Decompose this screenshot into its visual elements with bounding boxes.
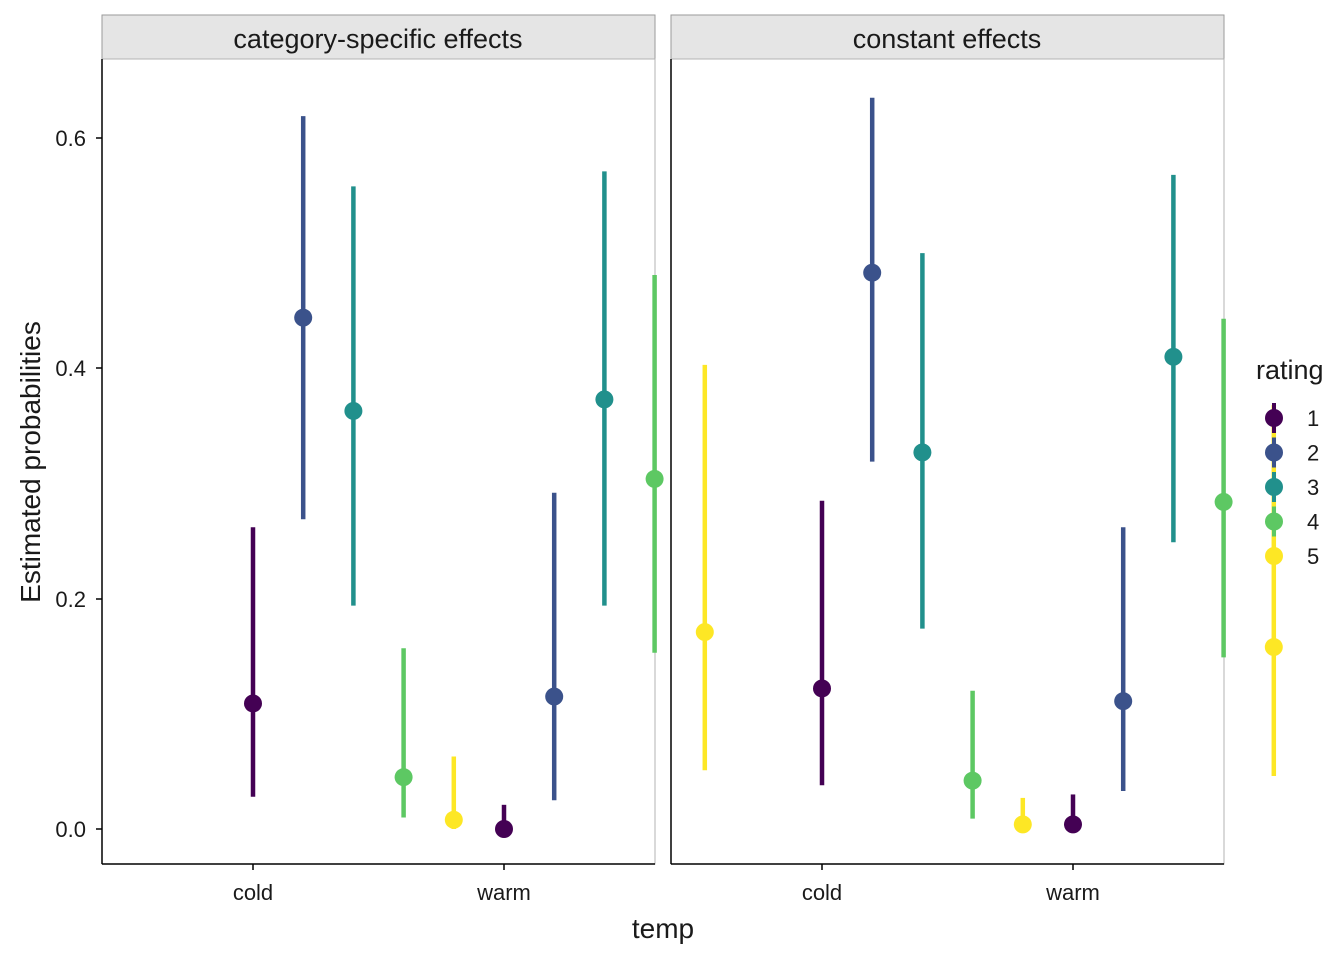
estimate-point — [444, 810, 463, 829]
pointrange-2-warm-rating-4 — [1214, 318, 1233, 658]
estimate-point — [1264, 638, 1283, 657]
estimate-point — [645, 469, 664, 488]
data-marks — [244, 97, 1283, 838]
legend-key-point — [1265, 478, 1283, 496]
pointrange-1-cold-rating-3 — [344, 186, 363, 606]
pointrange-2-cold-rating-2 — [863, 97, 882, 462]
y-tick-label-0: 0.0 — [55, 817, 86, 842]
legend-label-1: 1 — [1307, 406, 1319, 431]
pointrange-2-cold-rating-4 — [963, 690, 982, 819]
panel-1 — [101, 58, 656, 865]
pointrange-1-cold-rating-4 — [394, 648, 413, 818]
pointrange-1-warm-rating-3 — [595, 171, 614, 606]
legend-label-3: 3 — [1307, 475, 1319, 500]
pointrange-1-warm-rating-5 — [695, 364, 714, 771]
x-axis-title: temp — [632, 913, 694, 944]
estimate-point — [1064, 815, 1082, 834]
legend-label-4: 4 — [1307, 510, 1319, 535]
legend-key-2: 2 — [1265, 437, 1319, 468]
pointrange-1-warm-rating-4 — [645, 275, 664, 653]
pointrange-2-cold-rating-5 — [1013, 797, 1032, 834]
legend-key-point — [1265, 512, 1283, 531]
x-tick-label-1-warm: warm — [476, 880, 531, 905]
legend-key-point — [1265, 409, 1283, 427]
pointrange-1-cold-rating-2 — [294, 116, 313, 520]
y-tick-label-2: 0.4 — [55, 356, 86, 381]
pointrange-1-warm-rating-2 — [545, 492, 564, 801]
panel-2 — [670, 58, 1225, 865]
estimate-point — [1114, 692, 1133, 711]
pointrange-2-warm-rating-1 — [1064, 794, 1082, 834]
facet-strip-2: constant effects — [670, 14, 1225, 60]
legend-label-5: 5 — [1307, 544, 1319, 569]
estimate-point — [863, 263, 882, 282]
estimate-point — [1164, 347, 1183, 366]
estimate-point — [1013, 815, 1032, 834]
estimate-point — [913, 443, 932, 462]
pointrange-2-warm-rating-3 — [1164, 174, 1183, 543]
x-tick-label-1-cold: cold — [233, 880, 273, 905]
pointrange-1-warm-rating-1 — [495, 804, 513, 838]
estimate-point — [813, 679, 831, 698]
estimate-point — [394, 768, 413, 787]
pointrange-1-cold-rating-1 — [244, 527, 262, 797]
legend-label-2: 2 — [1307, 441, 1319, 466]
y-tick-label-3: 0.6 — [55, 126, 86, 151]
legend-key-4: 4 — [1265, 506, 1319, 537]
estimate-point — [545, 687, 564, 706]
y-tick-label-1: 0.2 — [55, 587, 86, 612]
y-axis-title: Estimated probabilities — [15, 321, 46, 603]
facet-title-2: constant effects — [853, 24, 1042, 54]
estimate-point — [294, 308, 313, 327]
pointrange-2-cold-rating-1 — [813, 500, 831, 786]
x-tick-label-2-cold: cold — [802, 880, 842, 905]
pointrange-2-cold-rating-3 — [913, 253, 932, 629]
estimate-point — [1214, 492, 1233, 511]
legend-key-5: 5 — [1265, 541, 1319, 571]
legend-key-1: 1 — [1265, 403, 1319, 433]
estimate-point — [495, 820, 513, 838]
facet-strip-1: category-specific effects — [101, 14, 656, 60]
legend-key-point — [1265, 443, 1283, 462]
legend-keys: 1 2 3 4 5 — [1265, 403, 1319, 571]
x-tick-label-2-warm: warm — [1045, 880, 1100, 905]
estimate-point — [595, 390, 614, 409]
pointrange-1-cold-rating-5 — [444, 756, 463, 829]
estimate-point — [344, 401, 363, 420]
legend-title: rating — [1256, 355, 1324, 385]
pointrange-2-warm-rating-2 — [1114, 527, 1133, 791]
estimate-point — [695, 623, 714, 642]
legend-key-point — [1265, 547, 1283, 565]
estimate-point — [963, 771, 982, 790]
x-axis: cold warm cold warm — [233, 864, 1100, 905]
estimate-point — [244, 694, 262, 713]
facet-title-1: category-specific effects — [233, 24, 522, 54]
legend: rating 1 2 3 4 5 — [1256, 355, 1324, 571]
legend-key-3: 3 — [1265, 472, 1319, 502]
y-axis: 0.0 0.2 0.4 0.6 — [55, 126, 102, 842]
